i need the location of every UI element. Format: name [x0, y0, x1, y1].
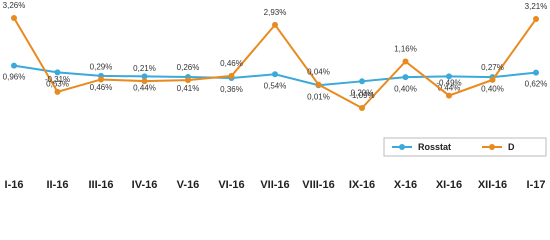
- data-point: [54, 88, 61, 95]
- value-label: 0,04%: [307, 68, 330, 77]
- value-label: -0,31%: [45, 75, 70, 84]
- x-tick-label: II-16: [46, 179, 68, 191]
- data-point: [272, 21, 278, 28]
- value-label: 0,44%: [438, 83, 461, 92]
- legend-marker: [399, 144, 405, 150]
- value-label: 0,01%: [307, 92, 330, 101]
- value-label: 0,54%: [264, 81, 287, 90]
- value-label: 0,40%: [394, 84, 417, 93]
- data-point: [185, 77, 191, 84]
- legend: Rosstat D: [383, 137, 547, 157]
- data-point: [489, 76, 496, 83]
- value-label: 0,44%: [133, 83, 156, 92]
- value-label: 0,46%: [90, 83, 113, 92]
- data-point: [446, 73, 452, 80]
- data-point: [533, 16, 539, 23]
- x-tick-label: XII-16: [478, 179, 507, 191]
- value-label: 2,93%: [264, 8, 287, 17]
- chart: I-16 II-16 III-16 IV-16 V-16 VI-16 VII-16 VIII-…: [0, 0, 550, 195]
- value-label: 0,40%: [481, 84, 504, 93]
- value-label: 0,29%: [90, 63, 113, 72]
- data-point: [402, 58, 409, 65]
- data-point: [272, 71, 278, 78]
- data-point: [533, 69, 539, 76]
- value-label: 0,96%: [3, 73, 26, 82]
- value-label: 0,36%: [220, 85, 243, 94]
- data-point: [359, 78, 365, 85]
- value-label: 0,21%: [133, 64, 156, 73]
- data-point: [54, 69, 61, 76]
- value-label: 0,41%: [177, 84, 200, 93]
- x-tick-label: X-16: [394, 179, 417, 191]
- data-point: [359, 105, 365, 111]
- value-label: 1,16%: [394, 45, 417, 54]
- data-point: [98, 76, 104, 83]
- data-point: [446, 92, 452, 99]
- value-label: 0,62%: [525, 80, 548, 89]
- value-label: -0,49%: [436, 79, 461, 88]
- x-tick-label: XI-16: [436, 179, 462, 191]
- x-tick-label: IV-16: [132, 179, 158, 191]
- data-point: [11, 15, 17, 21]
- x-tick-label: VI-16: [218, 179, 244, 191]
- legend-box: [383, 137, 547, 157]
- value-label: 3,26%: [3, 1, 26, 10]
- background: [0, 0, 550, 195]
- legend-label: D: [508, 142, 515, 152]
- x-tick-label: V-16: [177, 179, 200, 191]
- x-tick-label: VII-16: [260, 179, 289, 191]
- value-label: 0,46%: [220, 59, 243, 68]
- legend-marker: [489, 144, 495, 150]
- value-label: 0,20%: [351, 88, 374, 97]
- legend-label: Rosstat: [418, 142, 451, 152]
- value-label: 0,26%: [177, 63, 200, 72]
- x-tick-label: I-17: [527, 179, 546, 191]
- x-tick-label: VIII-16: [302, 179, 334, 191]
- data-point: [315, 81, 322, 88]
- value-label: 0,27%: [481, 63, 504, 72]
- data-point: [141, 78, 148, 85]
- x-tick-label: IX-16: [349, 179, 375, 191]
- value-label: 0,63%: [46, 80, 69, 89]
- data-point: [141, 73, 148, 80]
- x-tick-label: III-16: [88, 179, 113, 191]
- x-tick-label: I-16: [5, 179, 24, 191]
- data-point: [11, 62, 17, 69]
- value-label: 3,21%: [525, 2, 548, 11]
- data-point: [228, 72, 235, 79]
- value-label: -1,09%: [349, 91, 374, 100]
- data-point: [402, 74, 409, 81]
